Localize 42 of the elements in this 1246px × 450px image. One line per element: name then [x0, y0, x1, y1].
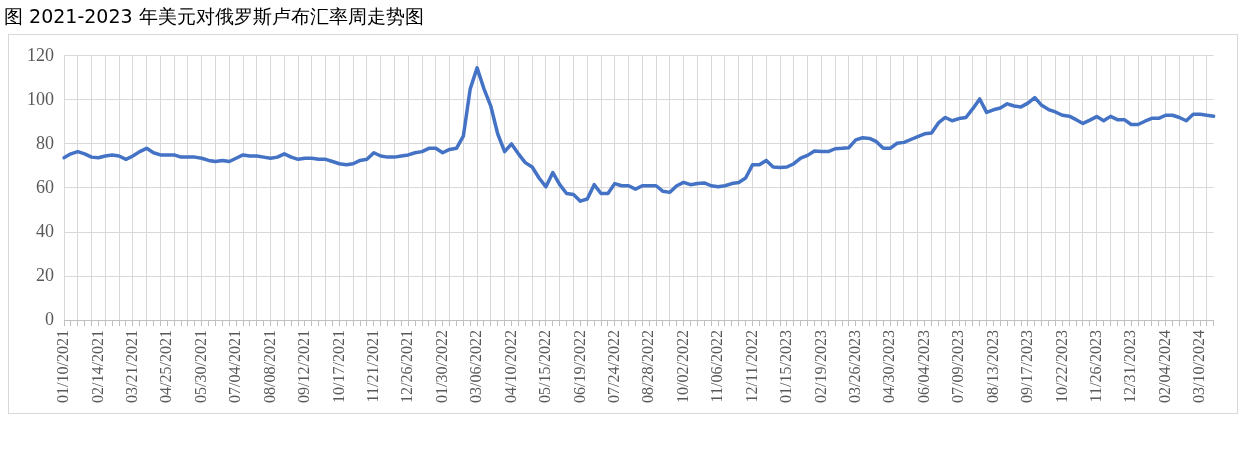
x-tick-label: 02/19/2023 [811, 330, 829, 403]
x-tick-label: 04/10/2022 [501, 330, 519, 403]
x-tick-label: 07/04/2021 [226, 330, 244, 403]
x-tick-label: 12/26/2021 [398, 330, 416, 403]
x-tick-label: 12/11/2022 [742, 330, 760, 403]
x-tick-label: 03/10/2024 [1190, 330, 1208, 403]
y-tick-label: 20 [36, 264, 54, 285]
x-tick-label: 05/30/2021 [191, 330, 209, 403]
x-tick-label: 11/26/2023 [1086, 330, 1104, 403]
x-tick-label: 10/17/2021 [329, 330, 347, 403]
x-tick-label: 08/08/2021 [260, 330, 278, 403]
x-tick-label: 09/17/2023 [1018, 330, 1036, 403]
x-tick-label: 05/15/2022 [536, 330, 554, 403]
x-tick-label: 08/28/2022 [639, 330, 657, 403]
y-tick-label: 80 [36, 132, 54, 153]
y-tick-label: 40 [36, 220, 54, 241]
y-tick-label: 120 [27, 44, 54, 65]
y-tick-label: 100 [27, 88, 54, 109]
x-tick-label: 09/12/2021 [295, 330, 313, 403]
x-tick-label: 03/26/2023 [845, 330, 863, 403]
x-tick-label: 02/04/2024 [1155, 330, 1173, 403]
x-tick-label: 12/31/2023 [1121, 330, 1139, 403]
x-tick-label: 03/21/2021 [123, 330, 141, 403]
x-tick-label: 04/25/2021 [157, 330, 175, 403]
x-tick-label: 07/09/2023 [949, 330, 967, 403]
chart-title: 图 2021-2023 年美元对俄罗斯卢布汇率周走势图 [4, 4, 424, 29]
x-tick-label: 01/30/2022 [432, 330, 450, 403]
x-tick-label: 10/02/2022 [673, 330, 691, 403]
x-tick-label: 01/15/2023 [777, 330, 795, 403]
x-tick-label: 06/04/2023 [914, 330, 932, 403]
x-tick-label: 10/22/2023 [1052, 330, 1070, 403]
x-tick-label: 04/30/2023 [880, 330, 898, 403]
x-tick-label: 01/10/2021 [54, 330, 72, 403]
x-tick-label: 07/24/2022 [605, 330, 623, 403]
y-tick-label: 60 [36, 176, 54, 197]
x-tick-label: 11/21/2021 [364, 330, 382, 403]
x-tick-label: 02/14/2021 [88, 330, 106, 403]
x-tick-label: 06/19/2022 [570, 330, 588, 403]
x-tick-label: 08/13/2023 [983, 330, 1001, 403]
y-tick-label: 0 [45, 308, 54, 329]
x-tick-label: 11/06/2022 [708, 330, 726, 403]
x-tick-label: 03/06/2022 [467, 330, 485, 403]
